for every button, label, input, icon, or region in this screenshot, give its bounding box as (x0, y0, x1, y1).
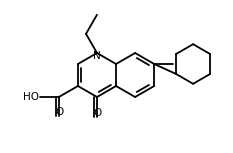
Text: O: O (56, 107, 64, 117)
Text: O: O (93, 108, 101, 118)
Text: N: N (93, 51, 101, 61)
Text: HO: HO (23, 92, 39, 102)
